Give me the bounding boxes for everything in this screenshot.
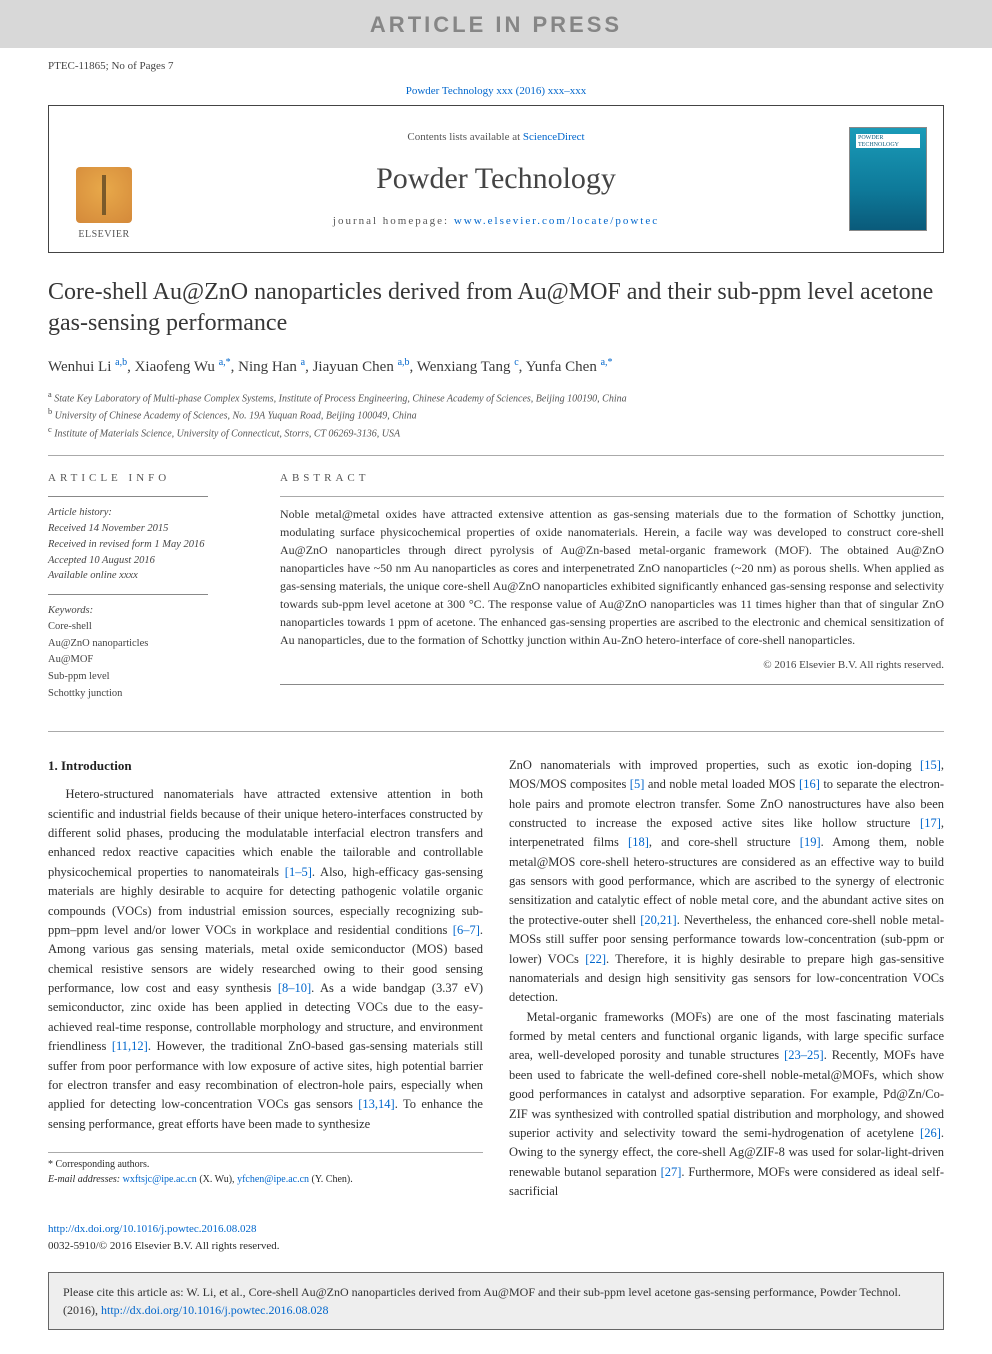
journal-cover-thumbnail: POWDERTECHNOLOGY	[849, 127, 927, 231]
email-name-2: (Y. Chen).	[309, 1174, 353, 1185]
divider	[48, 731, 944, 732]
doi-link[interactable]: http://dx.doi.org/10.1016/j.powtec.2016.…	[48, 1223, 256, 1235]
email-link-1[interactable]: wxftsjc@ipe.ac.cn	[123, 1174, 197, 1185]
citation-box: Please cite this article as: W. Li, et a…	[48, 1272, 944, 1330]
issn-line: 0032-5910/© 2016 Elsevier B.V. All right…	[48, 1240, 280, 1252]
elsevier-tree-icon	[76, 167, 132, 223]
keyword: Au@MOF	[48, 652, 248, 669]
online-date: Available online xxxx	[48, 568, 248, 584]
keyword: Au@ZnO nanoparticles	[48, 636, 248, 653]
abstract-text: Noble metal@metal oxides have attracted …	[280, 505, 944, 649]
sciencedirect-link[interactable]: ScienceDirect	[523, 131, 585, 143]
journal-ref-link[interactable]: Powder Technology xxx (2016) xxx–xxx	[406, 85, 587, 97]
publisher-logo-cell: ELSEVIER	[49, 106, 159, 252]
article-info-column: article info Article history: Received 1…	[48, 470, 248, 703]
header-center: Contents lists available at ScienceDirec…	[159, 106, 833, 252]
abstract-label: abstract	[280, 470, 944, 487]
cover-thumb-cell: POWDERTECHNOLOGY	[833, 106, 943, 252]
email-label: E-mail addresses:	[48, 1174, 123, 1185]
affiliation-c: c Institute of Materials Science, Univer…	[48, 424, 944, 441]
abstract-copyright: © 2016 Elsevier B.V. All rights reserved…	[280, 657, 944, 674]
journal-header: ELSEVIER Contents lists available at Sci…	[48, 105, 944, 253]
affiliation-a: a State Key Laboratory of Multi-phase Co…	[48, 389, 944, 406]
abstract-column: abstract Noble metal@metal oxides have a…	[280, 470, 944, 703]
email-name-1: (X. Wu),	[197, 1174, 237, 1185]
authors-line: Wenhui Li a,b, Xiaofeng Wu a,*, Ning Han…	[48, 355, 944, 379]
keyword: Core-shell	[48, 619, 248, 636]
body-column-left: 1. Introduction Hetero-structured nanoma…	[48, 756, 483, 1202]
intro-text-col1: Hetero-structured nanomaterials have att…	[48, 785, 483, 1134]
affiliation-b: b University of Chinese Academy of Scien…	[48, 406, 944, 423]
affiliations: a State Key Laboratory of Multi-phase Co…	[48, 389, 944, 441]
keywords-list: Core-shell Au@ZnO nanoparticles Au@MOF S…	[48, 619, 248, 703]
watermark-banner: ARTICLE IN PRESS	[0, 0, 992, 48]
doi-block: http://dx.doi.org/10.1016/j.powtec.2016.…	[48, 1221, 944, 1254]
revised-date: Received in revised form 1 May 2016	[48, 537, 248, 553]
article-history: Article history: Received 14 November 20…	[48, 505, 248, 584]
body-columns: 1. Introduction Hetero-structured nanoma…	[48, 756, 944, 1202]
cite-doi-link[interactable]: http://dx.doi.org/10.1016/j.powtec.2016.…	[101, 1303, 328, 1317]
journal-homepage: journal homepage: www.elsevier.com/locat…	[333, 213, 659, 230]
history-label: Article history:	[48, 505, 248, 521]
received-date: Received 14 November 2015	[48, 521, 248, 537]
accepted-date: Accepted 10 August 2016	[48, 553, 248, 569]
divider-short	[48, 594, 208, 595]
keyword: Schottky junction	[48, 686, 248, 703]
divider	[280, 496, 944, 497]
email-link-2[interactable]: yfchen@ipe.ac.cn	[237, 1174, 309, 1185]
article-info-label: article info	[48, 470, 248, 487]
contents-prefix: Contents lists available at	[407, 131, 522, 143]
homepage-prefix: journal homepage:	[333, 215, 454, 227]
homepage-link[interactable]: www.elsevier.com/locate/powtec	[454, 215, 659, 227]
corresponding-authors: * Corresponding authors. E-mail addresse…	[48, 1152, 483, 1187]
divider-short	[48, 496, 208, 497]
keyword: Sub-ppm level	[48, 669, 248, 686]
article-title: Core-shell Au@ZnO nanoparticles derived …	[48, 277, 944, 339]
publisher-name: ELSEVIER	[78, 227, 129, 242]
cover-label: POWDERTECHNOLOGY	[858, 135, 899, 148]
keywords-label: Keywords:	[48, 603, 248, 619]
corr-label: * Corresponding authors.	[48, 1157, 483, 1172]
journal-name: Powder Technology	[376, 156, 616, 201]
intro-text-col2: ZnO nanomaterials with improved properti…	[509, 756, 944, 1202]
contents-line: Contents lists available at ScienceDirec…	[407, 129, 584, 146]
divider	[280, 684, 944, 685]
divider	[48, 455, 944, 456]
elsevier-logo: ELSEVIER	[76, 167, 132, 242]
page-content: PTEC-11865; No of Pages 7 Powder Technol…	[0, 48, 992, 1354]
article-reference: PTEC-11865; No of Pages 7	[48, 58, 944, 75]
corr-emails: E-mail addresses: wxftsjc@ipe.ac.cn (X. …	[48, 1172, 483, 1187]
journal-reference: Powder Technology xxx (2016) xxx–xxx	[48, 83, 944, 100]
body-column-right: ZnO nanomaterials with improved properti…	[509, 756, 944, 1202]
section-heading-intro: 1. Introduction	[48, 756, 483, 776]
info-abstract-row: article info Article history: Received 1…	[48, 470, 944, 703]
